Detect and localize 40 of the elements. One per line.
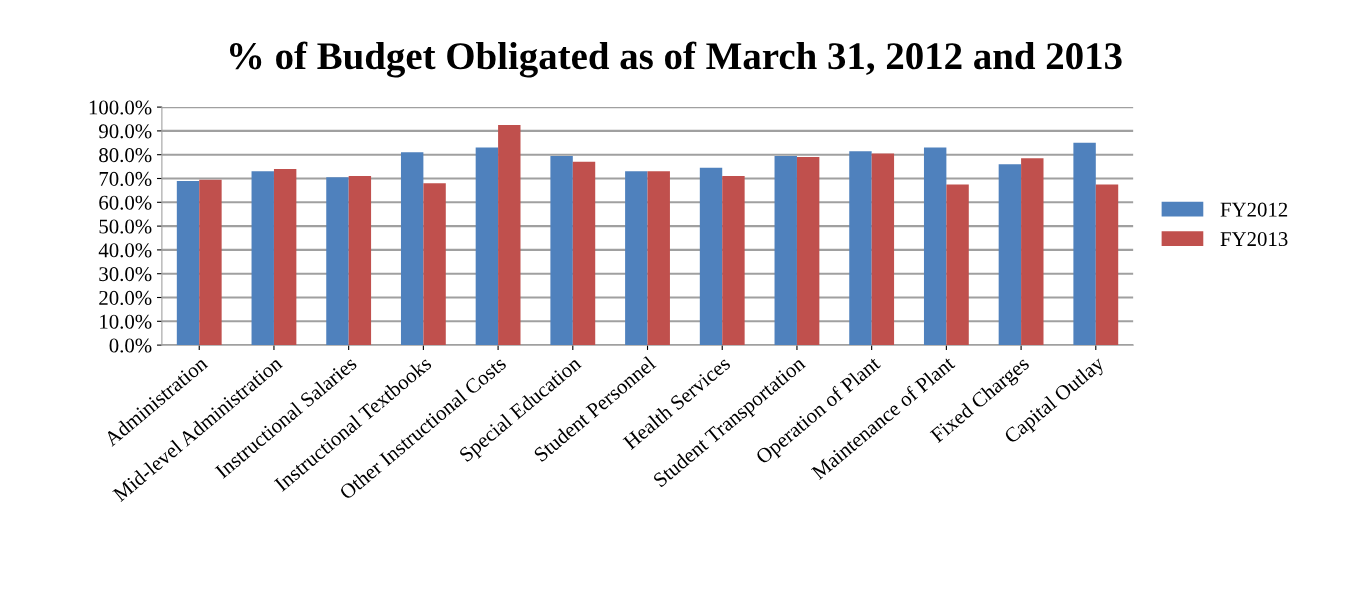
- bar: [625, 171, 648, 346]
- y-tick-label: 60.0%: [99, 195, 152, 210]
- bar: [400, 152, 424, 346]
- bar: [348, 176, 372, 346]
- chart-title: % of Budget Obligated as of March 31, 2012 and 2013: [229, 41, 1122, 78]
- y-tick-label: 90.0%: [99, 124, 152, 139]
- y-tick-label: 50.0%: [99, 219, 152, 234]
- y-tick-label: 70.0%: [99, 171, 152, 187]
- bar: [849, 151, 872, 346]
- bar: [1021, 158, 1044, 346]
- y-tick-label: 100.0%: [89, 100, 152, 115]
- bar: [699, 167, 723, 346]
- bar: [273, 168, 297, 346]
- bar: [550, 155, 573, 346]
- bar: [998, 164, 1022, 346]
- bar: [176, 180, 200, 346]
- bar: [1073, 142, 1096, 346]
- bar: [498, 124, 521, 346]
- bar: [871, 153, 895, 346]
- y-tick-label: 80.0%: [99, 148, 152, 163]
- bar: [423, 183, 446, 346]
- bar: [475, 147, 499, 346]
- y-tick-label: 10.0%: [100, 314, 152, 329]
- legend-label: FY2012: [1220, 202, 1288, 217]
- bar: [572, 161, 596, 346]
- legend-label: FY2013: [1220, 232, 1288, 247]
- bar: [326, 177, 349, 346]
- bar: [946, 184, 969, 346]
- bar: [647, 171, 670, 346]
- bar: [251, 171, 274, 346]
- bar: [774, 155, 797, 346]
- y-tick-label: 40.0%: [98, 243, 152, 258]
- bar: [796, 157, 820, 346]
- y-tick-label: 0.0%: [109, 338, 152, 353]
- y-tick-label: 20.0%: [99, 290, 152, 306]
- y-tick-label: 30.0%: [99, 267, 152, 282]
- bar: [722, 176, 745, 346]
- bar: [199, 179, 222, 346]
- bar: [923, 147, 947, 346]
- bar: [1095, 184, 1119, 346]
